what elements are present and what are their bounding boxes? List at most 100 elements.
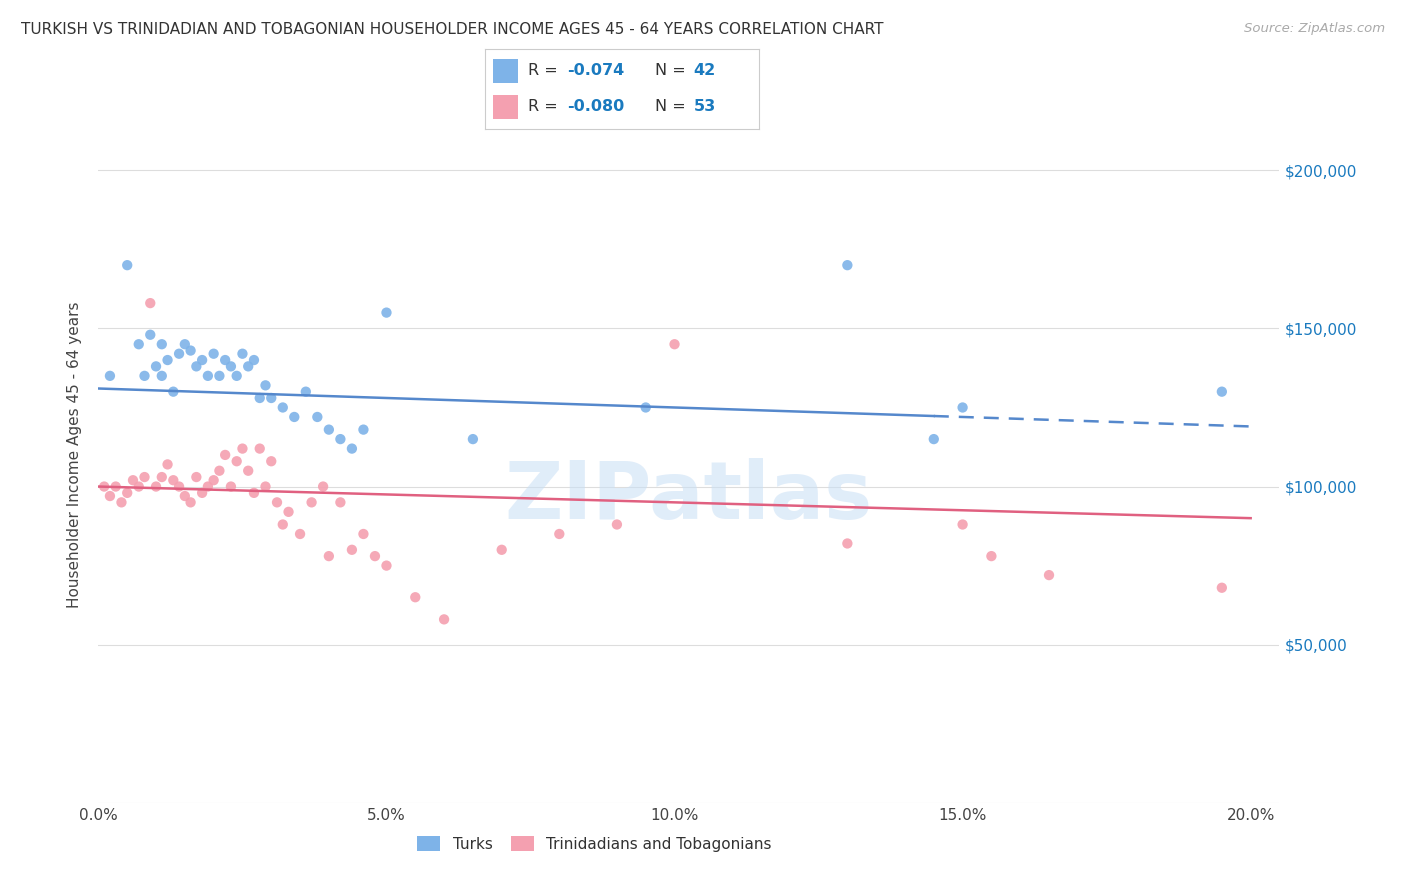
Point [219,479,242,493]
Bar [494,95,517,119]
Point [283,409,305,424]
Text: -0.080: -0.080 [567,99,624,114]
Point [1038,568,1060,582]
Text: R =: R = [527,63,562,78]
Point [139,296,162,310]
Point [197,368,219,383]
Point [329,432,352,446]
Point [461,432,484,446]
Point [208,368,231,383]
Point [295,384,318,399]
Point [197,479,219,493]
Point [134,368,156,383]
Point [225,368,247,383]
Point [214,448,236,462]
Point [254,378,277,392]
Point [260,454,283,468]
Text: 53: 53 [693,99,716,114]
Point [180,495,202,509]
Point [139,327,162,342]
Point [134,470,156,484]
Point [186,470,208,484]
Point [98,489,121,503]
Point [98,368,121,383]
Point [180,343,202,358]
Point [115,258,138,272]
Point [922,432,945,446]
Point [243,486,266,500]
Point [231,347,253,361]
Point [837,258,859,272]
Point [837,536,859,550]
Point [433,612,456,626]
Point [548,527,571,541]
Point [173,489,195,503]
Point [104,479,127,493]
Point [606,517,628,532]
Point [156,353,179,368]
Text: TURKISH VS TRINIDADIAN AND TOBAGONIAN HOUSEHOLDER INCOME AGES 45 - 64 YEARS CORR: TURKISH VS TRINIDADIAN AND TOBAGONIAN HO… [21,22,883,37]
Point [191,486,214,500]
Point [1211,581,1233,595]
Legend: Turks, Trinidadians and Tobagonians: Turks, Trinidadians and Tobagonians [412,830,778,858]
Point [375,305,398,319]
Text: 42: 42 [693,63,716,78]
Point [156,458,179,472]
Point [664,337,686,351]
Point [404,591,426,605]
Point [167,347,190,361]
Point [318,549,340,563]
Point [266,495,288,509]
Point [375,558,398,573]
Point [277,505,299,519]
Point [634,401,657,415]
Point [243,353,266,368]
Point [364,549,387,563]
Point [271,401,294,415]
Point [214,353,236,368]
Point [340,442,363,456]
Point [271,517,294,532]
Point [238,359,260,374]
Point [128,337,150,351]
Point [340,542,363,557]
Point [952,401,974,415]
Text: Source: ZipAtlas.com: Source: ZipAtlas.com [1244,22,1385,36]
Text: ZIPatlas: ZIPatlas [505,458,873,536]
Point [173,337,195,351]
Point [162,384,184,399]
Text: N =: N = [655,63,690,78]
Point [162,473,184,487]
Point [288,527,311,541]
Point [115,486,138,500]
Point [329,495,352,509]
Point [208,464,231,478]
Point [219,359,242,374]
Point [145,359,167,374]
Point [352,423,374,437]
Point [980,549,1002,563]
Text: R =: R = [527,99,562,114]
Point [352,527,374,541]
Point [202,473,225,487]
Point [249,391,271,405]
Point [145,479,167,493]
Point [110,495,132,509]
Point [249,442,271,456]
Point [307,409,329,424]
Point [254,479,277,493]
Point [128,479,150,493]
Y-axis label: Householder Income Ages 45 - 64 years: Householder Income Ages 45 - 64 years [67,301,83,608]
Point [231,442,253,456]
Text: -0.074: -0.074 [567,63,624,78]
Bar [494,59,517,83]
Point [202,347,225,361]
Point [150,337,173,351]
Point [167,479,190,493]
Point [150,470,173,484]
Point [186,359,208,374]
Point [318,423,340,437]
Point [312,479,335,493]
Point [225,454,247,468]
Point [150,368,173,383]
